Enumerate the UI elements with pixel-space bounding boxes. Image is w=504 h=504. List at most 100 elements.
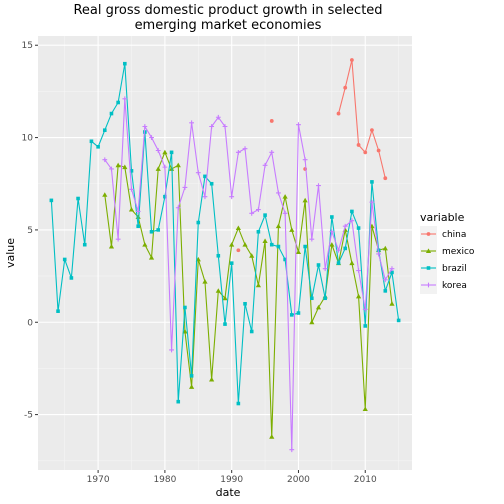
legend-marker-brazil: [426, 266, 431, 270]
point-brazil-39: [310, 296, 314, 301]
point-mexico-39: [362, 406, 368, 412]
x-tick-label-2: 1990: [220, 475, 243, 485]
series-brazil: [49, 61, 401, 406]
point-korea-4: [129, 186, 134, 192]
point-brazil-2: [62, 257, 67, 262]
point-mexico-16: [209, 376, 215, 382]
point-korea-26: [276, 190, 281, 196]
point-brazil-37: [296, 311, 301, 315]
point-korea-25: [269, 149, 275, 155]
point-brazil-18: [169, 150, 174, 155]
point-mexico-0: [102, 192, 108, 197]
point-brazil-42: [330, 215, 334, 219]
point-korea-18: [222, 124, 228, 129]
point-brazil-48: [370, 180, 374, 184]
series-line-mexico-0: [104, 150, 393, 437]
point-brazil-7: [96, 145, 100, 149]
point-korea-17: [215, 114, 221, 120]
point-brazil-9: [109, 111, 114, 116]
point-korea-34: [329, 229, 335, 235]
point-korea-13: [189, 120, 195, 126]
legend-label-korea: korea: [442, 281, 467, 291]
point-brazil-22: [196, 220, 201, 225]
point-mexico-31: [309, 319, 315, 325]
legend-label-mexico: mexico: [442, 247, 475, 257]
point-brazil-5: [82, 242, 87, 247]
point-china-9: [376, 148, 381, 153]
point-mexico-43: [389, 301, 395, 306]
legend: variable china mexico brazil korea: [420, 211, 475, 294]
point-korea-39: [362, 306, 368, 312]
point-brazil-38: [303, 244, 307, 249]
point-china-5: [349, 58, 354, 62]
point-korea-7: [149, 135, 154, 140]
point-mexico-1: [108, 243, 115, 249]
x-tick-label-3: 2000: [287, 475, 310, 485]
point-mexico-26: [275, 223, 282, 229]
point-korea-12: [182, 185, 188, 190]
point-korea-23: [255, 207, 261, 212]
point-mexico-7: [148, 255, 155, 260]
point-korea-21: [242, 146, 248, 152]
x-tick-label-0: 1970: [87, 475, 110, 485]
legend-marker-korea: [426, 282, 431, 288]
point-brazil-27: [229, 261, 234, 265]
legend-marker-china: [426, 232, 431, 236]
point-mexico-6: [142, 242, 148, 247]
point-korea-20: [235, 149, 241, 155]
point-korea-2: [115, 236, 121, 242]
point-brazil-52: [396, 318, 401, 323]
point-korea-22: [249, 210, 255, 216]
point-brazil-26: [223, 322, 227, 326]
point-korea-37: [349, 218, 355, 224]
point-brazil-35: [283, 257, 287, 262]
series-korea: [102, 96, 395, 453]
point-mexico-37: [349, 260, 355, 266]
point-mexico-21: [242, 242, 248, 247]
point-brazil-50: [383, 289, 388, 293]
series-layer: [49, 58, 401, 453]
point-korea-19: [229, 194, 235, 200]
point-mexico-3: [122, 164, 128, 170]
series-china: [236, 58, 388, 253]
legend-key-mexico: [420, 243, 437, 260]
point-mexico-27: [282, 194, 288, 199]
point-brazil-4: [76, 196, 80, 201]
point-brazil-8: [102, 128, 107, 132]
point-mexico-32: [315, 304, 322, 310]
point-brazil-1: [56, 309, 60, 313]
point-korea-11: [175, 205, 181, 211]
point-brazil-19: [176, 399, 181, 404]
point-brazil-46: [356, 226, 361, 230]
legend-marker-mexico: [425, 248, 432, 253]
point-brazil-33: [269, 242, 274, 247]
point-brazil-29: [243, 301, 247, 306]
point-mexico-25: [269, 434, 275, 439]
point-korea-10: [169, 347, 174, 353]
point-brazil-10: [116, 100, 120, 105]
point-korea-8: [155, 148, 161, 153]
point-brazil-43: [336, 261, 341, 265]
point-mexico-29: [295, 249, 302, 255]
point-brazil-32: [263, 213, 267, 217]
series-mexico: [102, 149, 395, 439]
point-brazil-13: [136, 224, 140, 229]
point-korea-29: [296, 122, 301, 128]
x-tick-label-1: 1980: [153, 475, 176, 485]
point-brazil-24: [209, 181, 214, 186]
point-brazil-30: [249, 329, 254, 334]
point-mexico-9: [162, 149, 168, 155]
point-korea-5: [135, 209, 141, 214]
point-china-3: [336, 111, 341, 116]
point-brazil-40: [316, 263, 321, 267]
point-brazil-3: [69, 276, 74, 280]
point-brazil-28: [236, 401, 241, 406]
legend-key-brazil: [420, 260, 437, 277]
y-tick-label-4: 15: [22, 41, 33, 51]
point-mexico-2: [115, 162, 121, 168]
point-mexico-42: [382, 245, 388, 251]
legend-key-china: [420, 226, 437, 243]
point-korea-42: [382, 277, 388, 283]
point-korea-35: [336, 247, 341, 253]
legend-label-china: china: [442, 230, 466, 240]
